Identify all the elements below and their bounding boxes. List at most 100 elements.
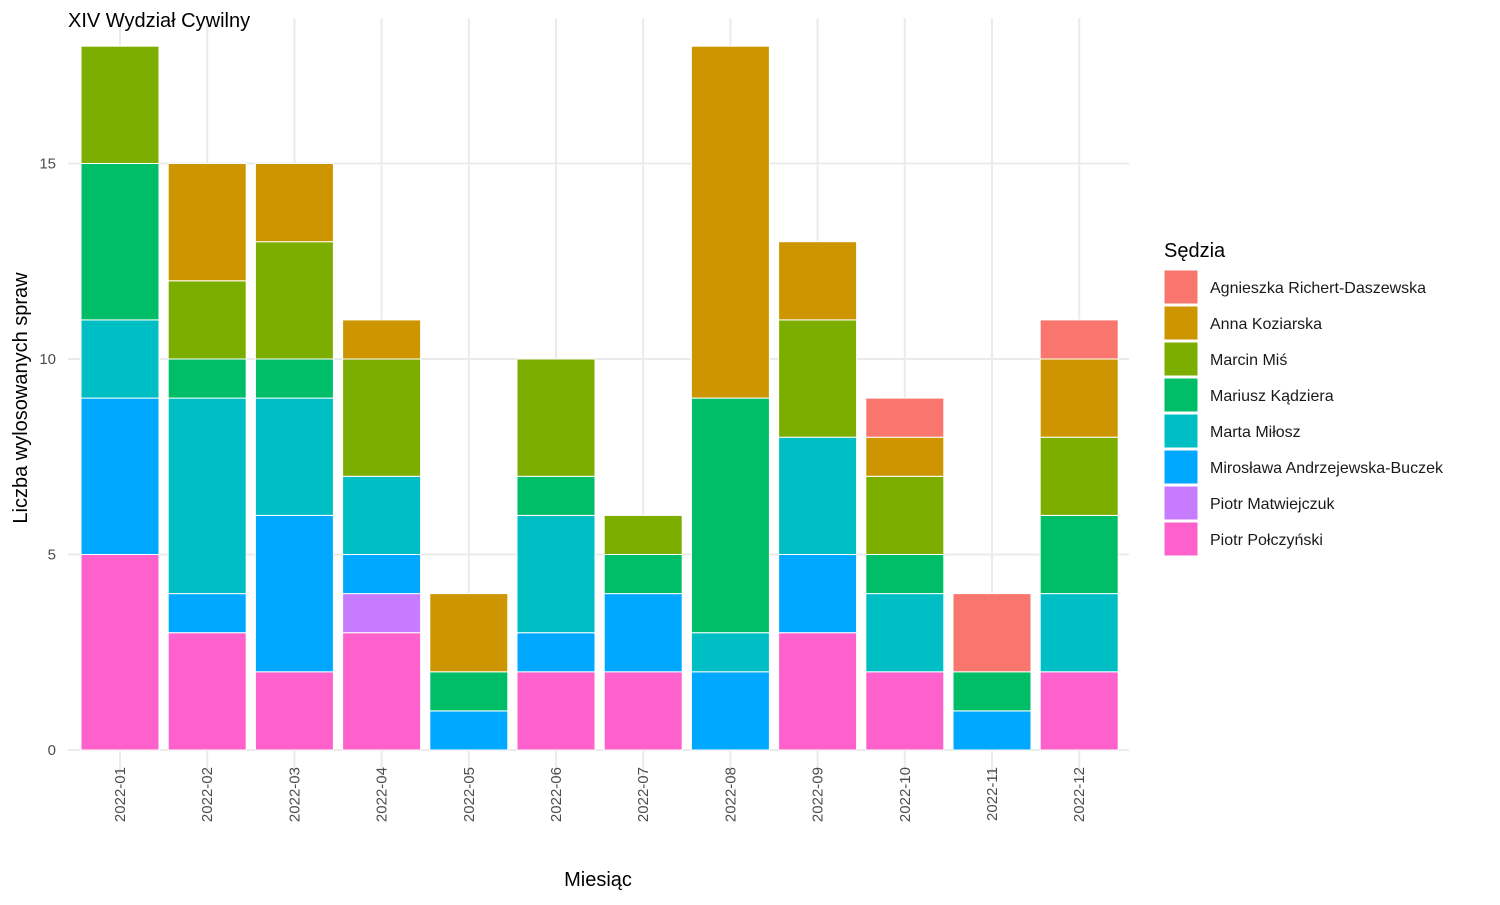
legend-swatch (1163, 521, 1199, 557)
y-axis-title: Liczba wylosowanych spraw (10, 272, 32, 524)
x-tick-label: 2022-06 (548, 767, 565, 822)
x-tick-label: 2022-10 (897, 767, 914, 822)
bar-segment (865, 593, 945, 673)
legend-label: Mariusz Kądziera (1210, 388, 1334, 405)
bar-segment (429, 671, 509, 712)
bar-segment (1039, 593, 1119, 673)
bar-segment (167, 593, 247, 634)
bar-segment (254, 671, 334, 751)
legend-swatch (1163, 377, 1199, 413)
bar-segment (778, 632, 858, 751)
tick-labels: 0 5 10 15 2022-01 2022-02 2022-03 2022-04 2022-0… (39, 156, 1088, 823)
bar-segment (80, 45, 160, 165)
bar-segment (865, 475, 945, 555)
bar-segment (254, 514, 334, 673)
bar-segment (516, 632, 596, 673)
bar-segment (80, 554, 160, 751)
bar-segment (778, 241, 858, 321)
bar-segment (429, 710, 509, 751)
bar-segment (1039, 671, 1119, 751)
bar-segment (254, 358, 334, 399)
bar-segment (952, 671, 1032, 712)
bar-segment (254, 241, 334, 360)
legend-items: Agnieszka Richert-Daszewska Anna Koziarsk… (1163, 269, 1444, 557)
bar-segment (342, 319, 422, 360)
bar-segment (690, 397, 770, 634)
legend-label: Agnieszka Richert-Daszewska (1210, 280, 1426, 297)
bar-segment (603, 554, 683, 595)
y-tick-label: 10 (39, 351, 56, 368)
x-axis-title: Miesiąc (564, 869, 632, 891)
bar-segment (690, 632, 770, 673)
legend: Sędzia Agnieszka Richert-Daszewska Anna K… (1163, 240, 1444, 557)
bar-segment (342, 358, 422, 477)
x-tick-label: 2022-11 (984, 767, 1001, 821)
bar-segment (254, 163, 334, 243)
bar-segment (778, 436, 858, 556)
bar-segment (167, 397, 247, 595)
bar-segment (254, 397, 334, 516)
bar-segment (342, 475, 422, 555)
bar-segment (516, 514, 596, 634)
legend-label: Piotr Matwiejczuk (1210, 496, 1335, 513)
bars (80, 45, 1119, 751)
bar-segment (342, 593, 422, 634)
bar-segment (778, 319, 858, 438)
legend-swatch (1163, 305, 1199, 341)
bar-segment (865, 397, 945, 438)
legend-swatch (1163, 341, 1199, 377)
bar-segment (516, 358, 596, 477)
bar-segment (516, 671, 596, 751)
legend-swatch (1163, 449, 1199, 485)
bar-segment (167, 163, 247, 282)
bar-segment (603, 671, 683, 751)
legend-swatch (1163, 269, 1199, 305)
bar-segment (865, 671, 945, 751)
legend-title: Sędzia (1164, 240, 1226, 262)
bar-segment (952, 593, 1032, 673)
x-tick-label: 2022-08 (722, 767, 739, 822)
bar-segment (167, 632, 247, 751)
x-tick-label: 2022-09 (810, 767, 827, 822)
bar-segment (603, 514, 683, 556)
bar-segment (865, 436, 945, 477)
bar-segment (778, 554, 858, 634)
bar-segment (516, 475, 596, 516)
bar-segment (1039, 358, 1119, 438)
chart-title: XIV Wydział Cywilny (68, 10, 250, 32)
x-tick-label: 2022-03 (286, 767, 303, 822)
bar-segment (80, 319, 160, 399)
bar-segment (603, 593, 683, 673)
y-tick-label: 15 (39, 156, 56, 173)
bar-segment (80, 163, 160, 321)
bar-segment (429, 593, 509, 673)
legend-label: Mirosława Andrzejewska-Buczek (1210, 460, 1444, 477)
bar-segment (865, 554, 945, 595)
bar-segment (342, 554, 422, 595)
bar-segment (952, 710, 1032, 751)
legend-label: Piotr Połczyński (1210, 532, 1323, 549)
legend-label: Anna Koziarska (1210, 316, 1322, 333)
bar-segment (80, 397, 160, 555)
x-tick-label: 2022-02 (199, 767, 216, 822)
x-tick-label: 2022-12 (1071, 767, 1088, 822)
bar-segment (1039, 319, 1119, 360)
bar-segment (342, 632, 422, 751)
bar-segment (690, 45, 770, 399)
x-tick-label: 2022-01 (112, 767, 129, 822)
bar-segment (167, 358, 247, 399)
x-tick-label: 2022-04 (374, 767, 391, 822)
bar-segment (1039, 514, 1119, 595)
y-tick-label: 5 (48, 547, 56, 564)
bar-segment (167, 280, 247, 360)
legend-label: Marta Miłosz (1210, 424, 1301, 441)
legend-swatch (1163, 485, 1199, 521)
legend-label: Marcin Miś (1210, 352, 1287, 369)
legend-swatch (1163, 413, 1199, 449)
bar-segment (690, 671, 770, 751)
x-tick-label: 2022-05 (461, 767, 478, 822)
y-tick-label: 0 (48, 742, 56, 759)
x-tick-label: 2022-07 (635, 767, 652, 822)
